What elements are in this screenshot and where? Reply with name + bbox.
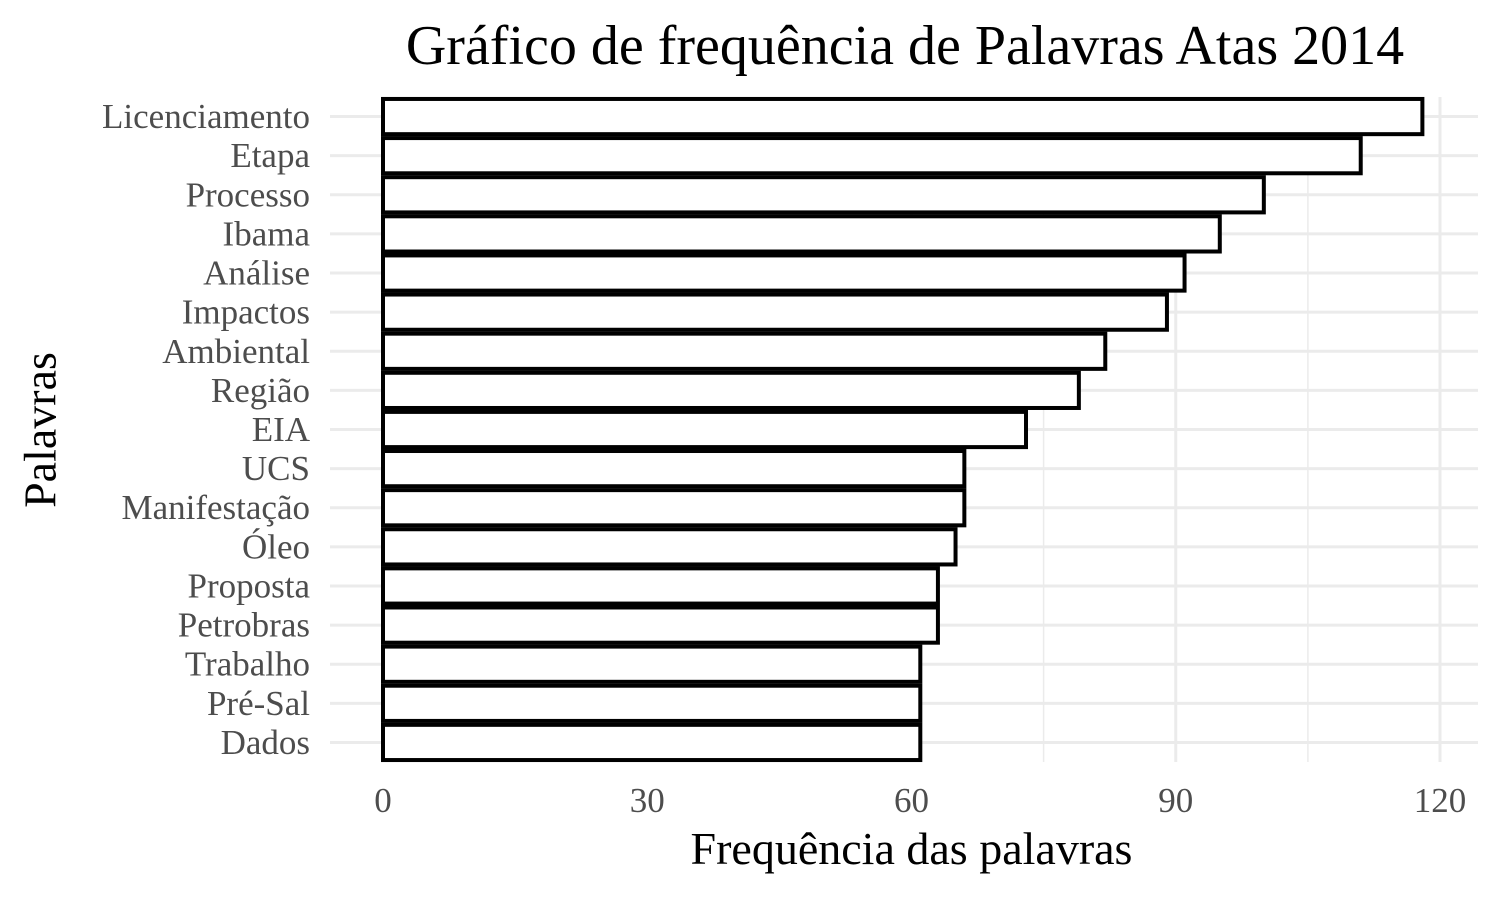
x-axis-label: Frequência das palavras — [690, 823, 1133, 874]
bar-ucs — [381, 449, 967, 489]
y-tick-label: Manifestação — [121, 488, 310, 527]
bar-manifestacao — [381, 488, 967, 528]
chart-title: Gráfico de frequência de Palavras Atas 2… — [405, 15, 1405, 77]
y-tick-label: Etapa — [230, 136, 310, 175]
y-tick-label: Processo — [186, 175, 310, 214]
y-tick-label: Análise — [203, 254, 310, 293]
y-tick-label: Ibama — [223, 214, 311, 253]
x-tick-label: 60 — [894, 781, 929, 820]
x-tick-label: 120 — [1414, 781, 1467, 820]
y-tick-label: Proposta — [188, 566, 311, 605]
bar-ibama — [381, 214, 1222, 254]
bar-proposta — [381, 566, 940, 606]
y-tick-label: Ambiental — [162, 332, 310, 371]
bar-processo — [381, 175, 1266, 215]
bar-dados — [381, 722, 923, 763]
x-tick-label: 90 — [1158, 781, 1193, 820]
y-tick-label: Óleo — [242, 526, 310, 566]
y-tick-label: Trabalho — [185, 645, 310, 684]
y-tick-label: UCS — [242, 449, 310, 488]
bar-petrobras — [381, 605, 940, 645]
y-tick-label: Dados — [221, 723, 310, 762]
y-tick-label: Licenciamento — [102, 97, 310, 136]
bar-trabalho — [381, 644, 923, 684]
y-tick-label: Impactos — [182, 293, 310, 332]
bar-impactos — [381, 292, 1169, 332]
bar-etapa — [381, 136, 1363, 176]
bar-ambiental — [381, 331, 1108, 371]
y-axis-label: Palavras — [14, 352, 66, 508]
bar-oleo — [381, 527, 958, 567]
bar-analise — [381, 253, 1187, 293]
bar-pre-sal — [381, 683, 923, 723]
x-tick-label: 0 — [374, 781, 392, 820]
y-tick-label: Pré-Sal — [207, 684, 310, 723]
bar-regiao — [381, 370, 1081, 410]
x-tick-label: 30 — [630, 781, 665, 820]
y-tick-label: Região — [211, 371, 310, 410]
bar-licenciamento — [381, 96, 1425, 137]
bar-eia — [381, 409, 1029, 450]
y-tick-label: Petrobras — [178, 606, 310, 645]
y-tick-label: EIA — [252, 410, 311, 449]
